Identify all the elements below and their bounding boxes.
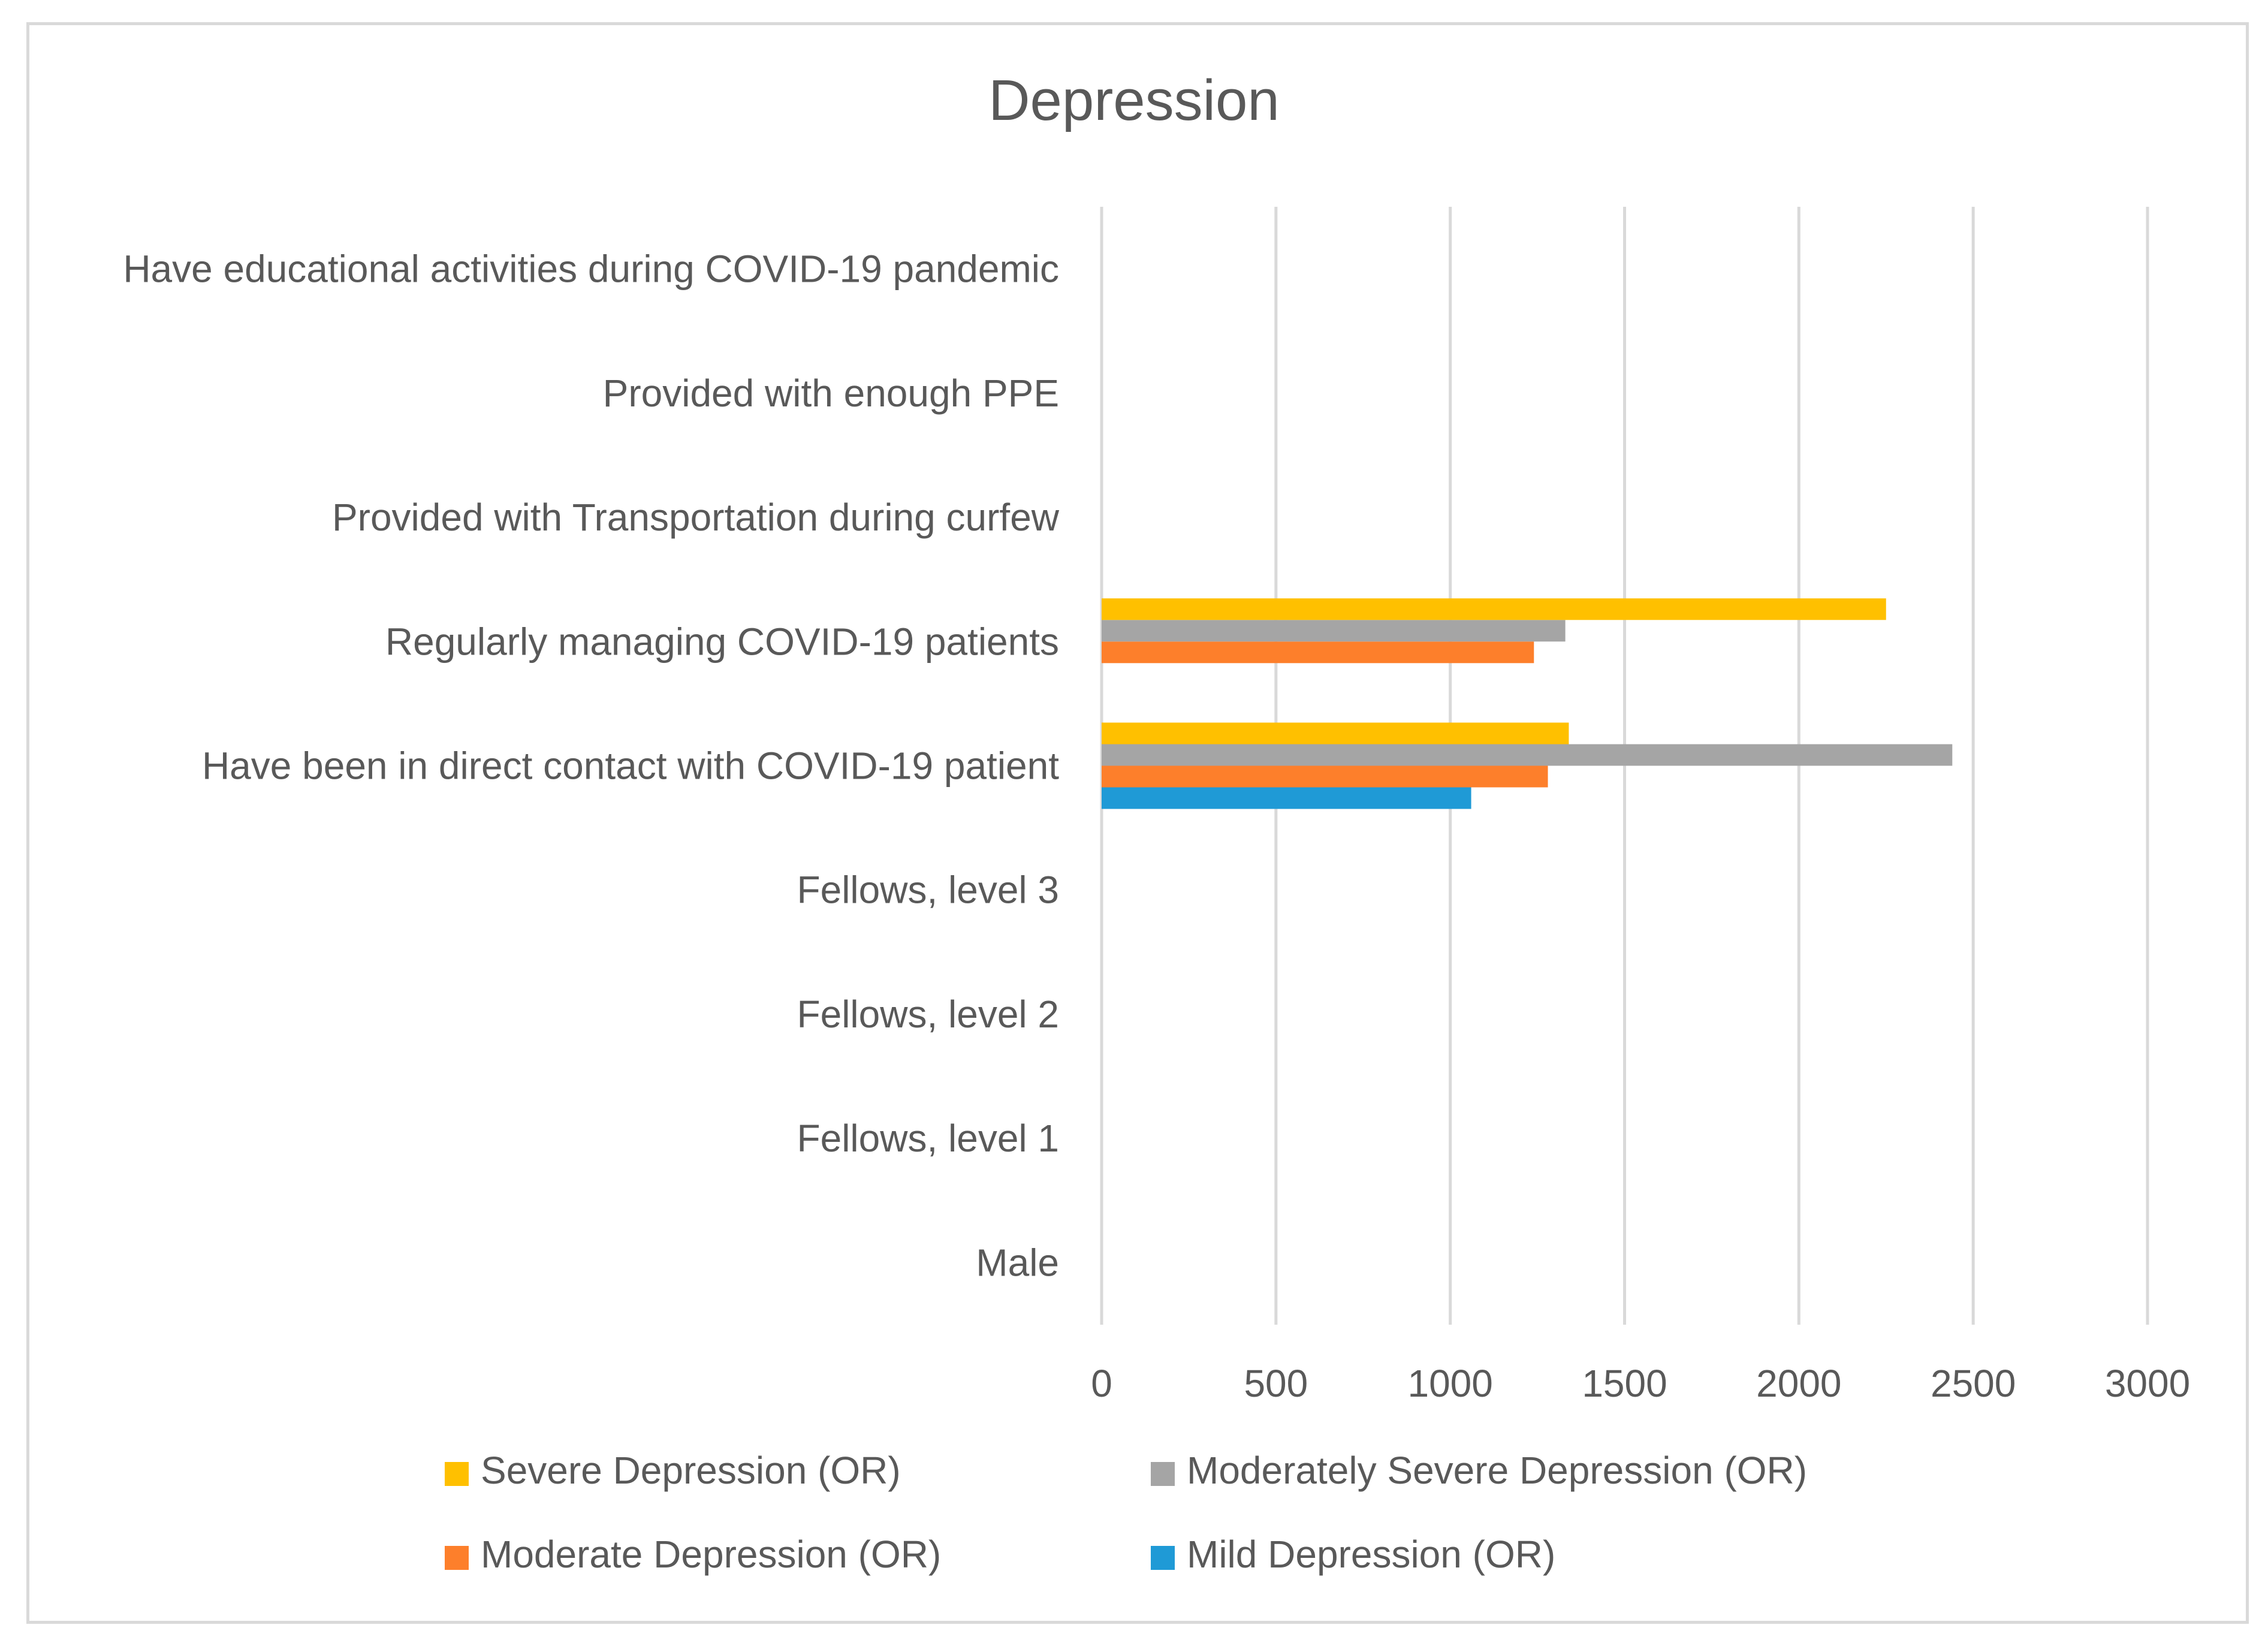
bar [1102,787,1471,809]
legend-label: Mild Depression (OR) [1187,1533,1555,1576]
x-tick-label: 0 [1091,1362,1112,1405]
category-label: Fellows, level 3 [797,869,1060,912]
legend-label: Moderately Severe Depression (OR) [1187,1449,1807,1492]
x-tick-label: 2000 [1756,1362,1841,1405]
category-label: Fellows, level 1 [797,1117,1060,1160]
bar [1102,744,1953,766]
category-label: Provided with Transportation during curf… [332,496,1060,539]
x-tick-label: 500 [1244,1362,1308,1405]
x-tick-label: 2500 [1931,1362,2016,1405]
bar [1102,598,1886,620]
legend-label: Severe Depression (OR) [481,1449,901,1492]
bars [1102,598,1953,809]
x-tick-label: 3000 [2105,1362,2190,1405]
chart-frame [26,22,2249,1624]
category-label: Fellows, level 2 [797,993,1060,1036]
legend-swatch [1151,1462,1175,1486]
category-label: Regularly managing COVID-19 patients [385,620,1059,663]
legend-swatch [445,1546,469,1570]
category-label: Have educational activities during COVID… [123,248,1059,291]
x-tick-label: 1500 [1582,1362,1667,1405]
category-label: Provided with enough PPE [603,372,1059,415]
legend-swatch [445,1462,469,1486]
bar [1102,620,1566,642]
chart-title: Depression [988,68,1280,132]
legend-label: Moderate Depression (OR) [481,1533,941,1576]
x-tick-labels: 0 500 1000 1500 2000 2500 3000 [1091,1362,2190,1405]
legend-swatch [1151,1546,1175,1570]
category-label: Have been in direct contact with COVID-1… [202,744,1059,788]
category-labels: Male Fellows, level 1 Fellows, level 2 Fell… [123,248,1059,1285]
bar [1102,765,1548,788]
x-tick-label: 1000 [1407,1362,1492,1405]
bar [1102,641,1534,664]
bar [1102,722,1569,744]
category-label: Male [976,1241,1059,1284]
legend: Severe Depression (OR) Moderately Severe … [445,1449,1807,1576]
